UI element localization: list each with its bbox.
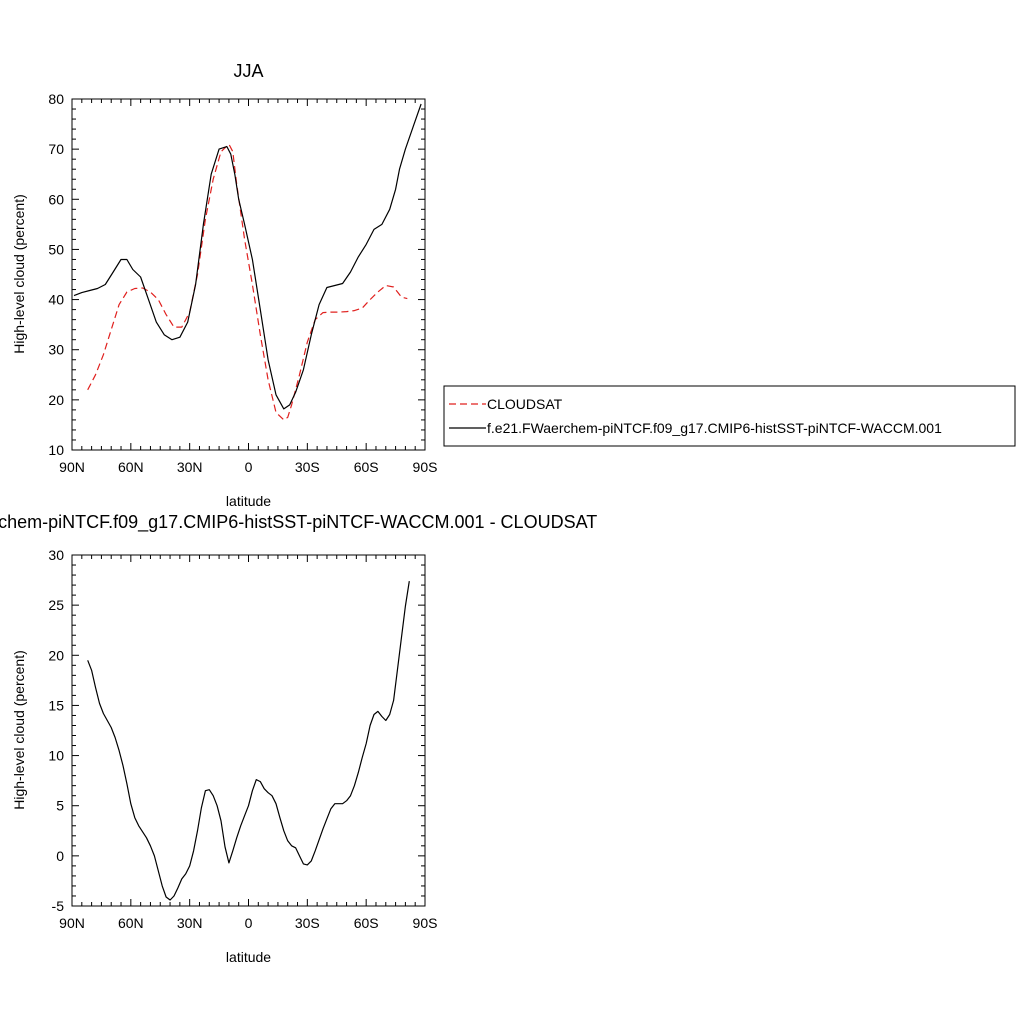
top-x-tick-labels: 90N 60N 30N 0 30S 60S 90S <box>59 459 437 475</box>
top-chart-title: JJA <box>233 61 263 81</box>
top-x-tick-label: 90N <box>59 459 85 475</box>
bottom-y-tick-label: 30 <box>48 547 64 563</box>
top-x-tick-label: 60S <box>354 459 379 475</box>
bottom-x-axis-title: latitude <box>226 949 271 965</box>
bottom-y-tick-label: 0 <box>56 848 64 864</box>
legend-box <box>443 385 1016 447</box>
top-y-tick-label: 10 <box>48 442 64 458</box>
bottom-x-tick-label: 60S <box>354 915 379 931</box>
top-y-tick-labels: 10 20 30 40 50 60 70 80 <box>48 91 64 458</box>
top-y-tick-label: 20 <box>48 392 64 408</box>
legend-label-model: f.e21.FWaerchem-piNTCF.f09_g17.CMIP6-his… <box>487 420 942 436</box>
bottom-y-tick-labels: -5 0 5 10 15 20 25 30 <box>48 547 64 914</box>
bottom-y-tick-label: -5 <box>52 898 65 914</box>
bottom-x-tick-label: 60N <box>118 915 144 931</box>
bottom-x-tick-labels: 90N 60N 30N 0 30S 60S 90S <box>59 915 437 931</box>
bottom-tick-marks <box>71 554 426 907</box>
top-plot: JJA 90N 60N 30N 0 30S 60S 90S 10 20 30 40 50 60 70 80… <box>11 61 437 509</box>
bottom-y-tick-label: 25 <box>48 597 64 613</box>
bottom-x-tick-label: 30S <box>295 915 320 931</box>
top-y-tick-label: 80 <box>48 91 64 107</box>
bottom-x-tick-label: 0 <box>245 915 253 931</box>
top-x-tick-label: 90S <box>413 459 438 475</box>
bottom-y-axis-title: High-level cloud (percent) <box>11 650 27 810</box>
bottom-y-tick-label: 20 <box>48 647 64 663</box>
top-x-tick-label: 30S <box>295 459 320 475</box>
bottom-y-tick-label: 15 <box>48 697 64 713</box>
top-x-tick-label: 60N <box>118 459 144 475</box>
bottom-plot-frame <box>71 554 426 907</box>
bottom-y-tick-label: 10 <box>48 748 64 764</box>
top-y-tick-label: 50 <box>48 241 64 257</box>
top-y-tick-label: 60 <box>48 191 64 207</box>
bottom-series-lines <box>87 581 410 901</box>
top-y-tick-label: 40 <box>48 292 64 308</box>
bottom-chart-title: f.e21.FWaerchem-piNTCF.f09_g17.CMIP6-his… <box>0 512 597 533</box>
top-x-tick-label: 30N <box>177 459 203 475</box>
bottom-series-line-0 <box>87 581 410 901</box>
top-y-tick-label: 30 <box>48 342 64 358</box>
top-x-tick-label: 0 <box>245 459 253 475</box>
top-x-axis-title: latitude <box>226 493 271 509</box>
legend-label-cloudsat: CLOUDSAT <box>487 396 563 412</box>
top-y-tick-label: 70 <box>48 141 64 157</box>
top-y-axis-title: High-level cloud (percent) <box>11 194 27 354</box>
bottom-x-tick-label: 90N <box>59 915 85 931</box>
bottom-plot: f.e21.FWaerchem-piNTCF.f09_g17.CMIP6-his… <box>0 512 597 965</box>
bottom-x-tick-label: 30N <box>177 915 203 931</box>
top-plot-frame <box>71 98 426 451</box>
top-series-line-1 <box>73 103 422 410</box>
top-series-line-0 <box>87 143 408 421</box>
legend: CLOUDSAT f.e21.FWaerchem-piNTCF.f09_g17.… <box>443 385 1016 447</box>
bottom-y-tick-label: 5 <box>56 798 64 814</box>
top-tick-marks <box>71 98 426 451</box>
top-series-lines <box>73 103 422 421</box>
bottom-x-tick-label: 90S <box>413 915 438 931</box>
